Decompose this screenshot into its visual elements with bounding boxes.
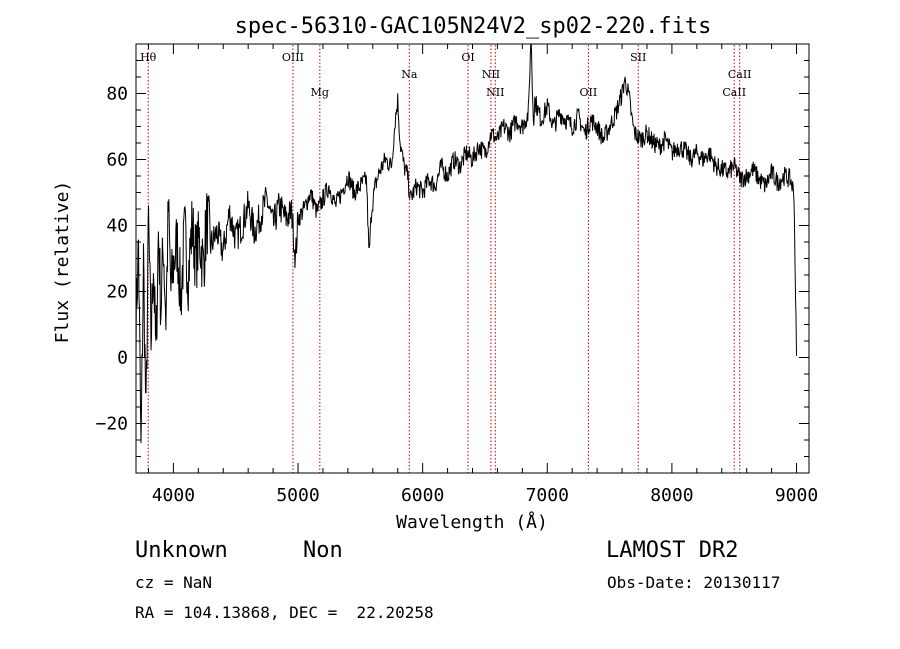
object-class: Unknown — [135, 538, 228, 563]
emission-line-markers: Hθ OIII Mg Na OI NII NII OII SII CaII CaII — [140, 45, 752, 473]
x-tick-label: 7000 — [526, 485, 569, 506]
x-axis-label: Wavelength (Å) — [396, 511, 548, 533]
observation-date: Obs-Date: 20130117 — [607, 573, 781, 592]
y-tick-label: 20 — [106, 282, 128, 303]
emission-line-label: NII — [482, 68, 500, 81]
x-tick-label: 8000 — [650, 485, 693, 506]
emission-line-label: OI — [461, 51, 474, 64]
plot-frame — [135, 43, 810, 474]
emission-line-label: CaII — [728, 68, 752, 81]
emission-line-label: CaII — [722, 86, 746, 99]
emission-line-label: Mg — [311, 86, 329, 99]
emission-line-label: Na — [401, 68, 418, 81]
spectrum-line — [135, 43, 797, 444]
spectrum-series — [135, 43, 797, 444]
emission-line-label: SII — [630, 51, 646, 64]
object-subclass: Non — [303, 538, 343, 563]
chart-title: spec-56310-GAC105N24V2_sp02-220.fits — [235, 14, 712, 39]
y-tick-label: 60 — [106, 150, 128, 171]
y-tick-label: 40 — [106, 216, 128, 237]
emission-line-label: OIII — [282, 51, 304, 64]
x-tick-label: 6000 — [401, 485, 444, 506]
x-axis-ticks: 4000 5000 6000 7000 8000 9000 — [147, 44, 818, 506]
redshift-value: cz = NaN — [135, 573, 213, 592]
y-tick-label: 80 — [106, 84, 128, 105]
y-tick-label: 0 — [117, 348, 128, 369]
x-tick-label: 4000 — [152, 485, 195, 506]
y-tick-label: −20 — [95, 414, 128, 435]
emission-line-label: OII — [580, 86, 598, 99]
y-axis-label: Flux (relative) — [52, 181, 73, 344]
x-tick-label: 5000 — [276, 485, 319, 506]
x-tick-label: 9000 — [775, 485, 818, 506]
coordinates: RA = 104.13868, DEC = 22.20258 — [135, 603, 434, 622]
y-axis-ticks: −20 0 20 40 60 80 — [95, 60, 809, 457]
survey-name: LAMOST DR2 — [606, 538, 739, 563]
emission-line-label: NII — [486, 86, 504, 99]
emission-line-label: Hθ — [140, 51, 157, 64]
